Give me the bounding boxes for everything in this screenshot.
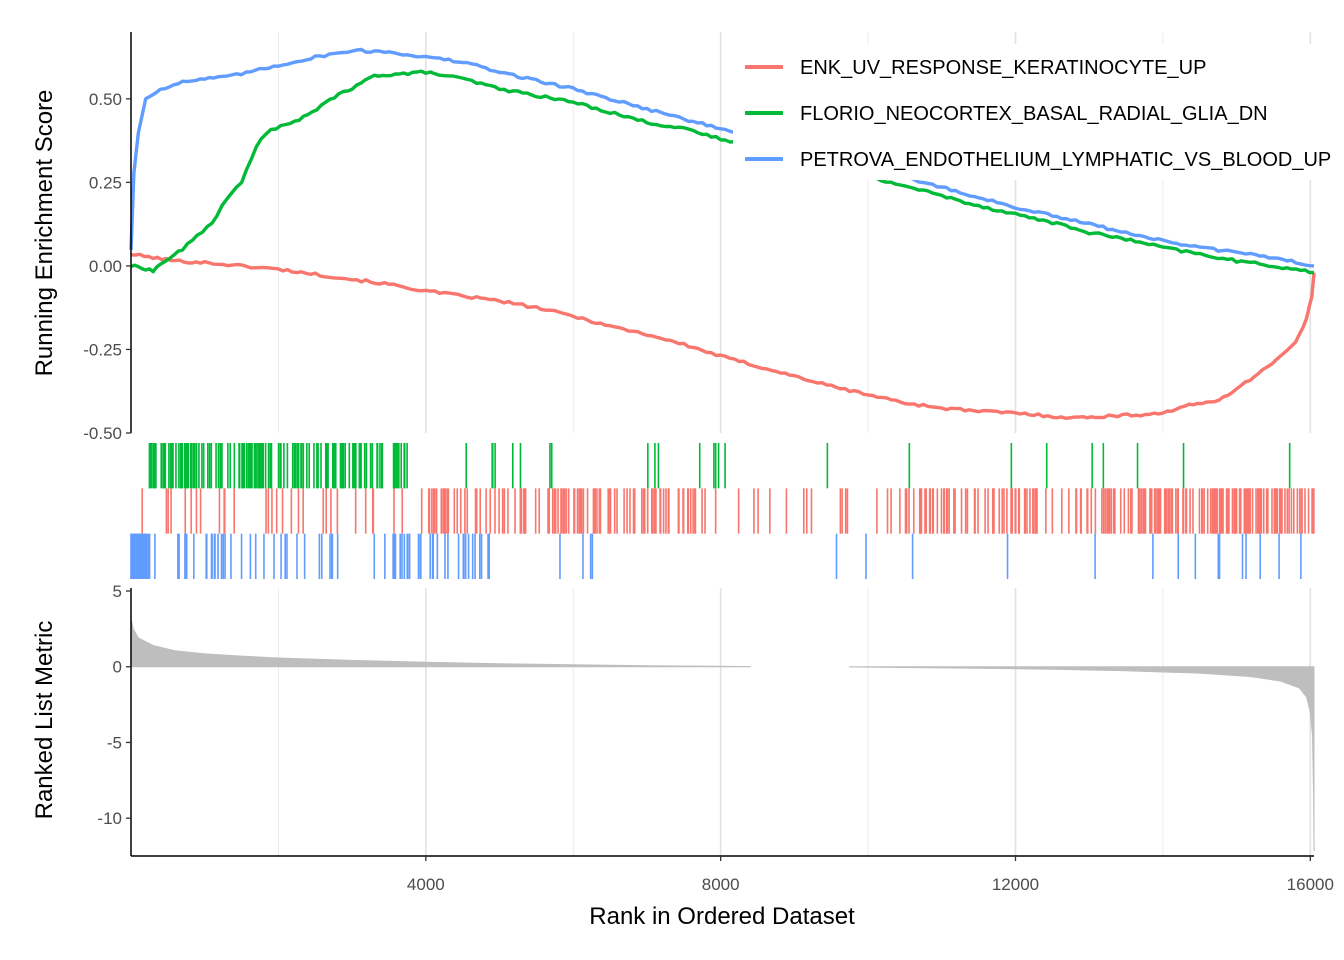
legend-label-3: PETROVA_ENDOTHELIUM_LYMPHATIC_VS_BLOOD_U… (800, 149, 1331, 171)
legend-background (733, 44, 1344, 180)
es-line-1 (130, 252, 1316, 420)
x-axis-title: Rank in Ordered Dataset (589, 903, 855, 930)
x-tick-label: 16000 (1287, 875, 1334, 894)
metric-y-tick-label: -5 (107, 733, 122, 752)
metric-y-axis-title: Ranked List Metric (31, 621, 58, 820)
x-axis: 4000 8000 12000 16000 (131, 855, 1334, 894)
x-tick-label: 12000 (992, 875, 1039, 894)
legend-label-2: FLORIO_NEOCORTEX_BASAL_RADIAL_GLIA_DN (800, 103, 1268, 125)
es-line-3 (129, 47, 1315, 268)
es-y-tick-label: -0.25 (83, 340, 122, 359)
es-series-lines (129, 47, 1316, 420)
metric-y-axis: -10 -5 0 5 (97, 582, 132, 856)
hits-row-1 (148, 443, 1291, 489)
legend: ENK_UV_RESPONSE_KERATINOCYTE_UP FLORIO_NE… (733, 44, 1344, 180)
x-tick-label: 8000 (702, 875, 740, 894)
es-y-axis: -0.50 -0.25 0.00 0.25 0.50 (83, 32, 132, 443)
hits-row-3 (130, 533, 1302, 579)
legend-label-1: ENK_UV_RESPONSE_KERATINOCYTE_UP (800, 57, 1206, 79)
metric-y-tick-label: 0 (113, 658, 122, 677)
es-y-tick-label: 0.25 (89, 173, 122, 192)
hits-row-2 (141, 488, 1315, 534)
es-line-2 (130, 69, 1314, 275)
es-y-tick-label: 0.00 (89, 257, 122, 276)
x-tick-label: 4000 (407, 875, 445, 894)
ranked-metric-area (130, 618, 1315, 852)
es-y-tick-label: 0.50 (89, 90, 122, 109)
metric-y-tick-label: 5 (113, 582, 122, 601)
metric-panel: -10 -5 0 5 Ranked List Metric (31, 582, 1315, 856)
es-y-axis-title: Running Enrichment Score (31, 90, 58, 377)
metric-gridlines (277, 588, 1312, 856)
es-y-tick-label: -0.50 (83, 424, 122, 443)
es-panel: -0.50 -0.25 0.00 0.25 0.50 Running Enrichmen… (31, 32, 1316, 443)
metric-y-tick-label: -10 (97, 809, 122, 828)
hits-panel (130, 443, 1315, 579)
